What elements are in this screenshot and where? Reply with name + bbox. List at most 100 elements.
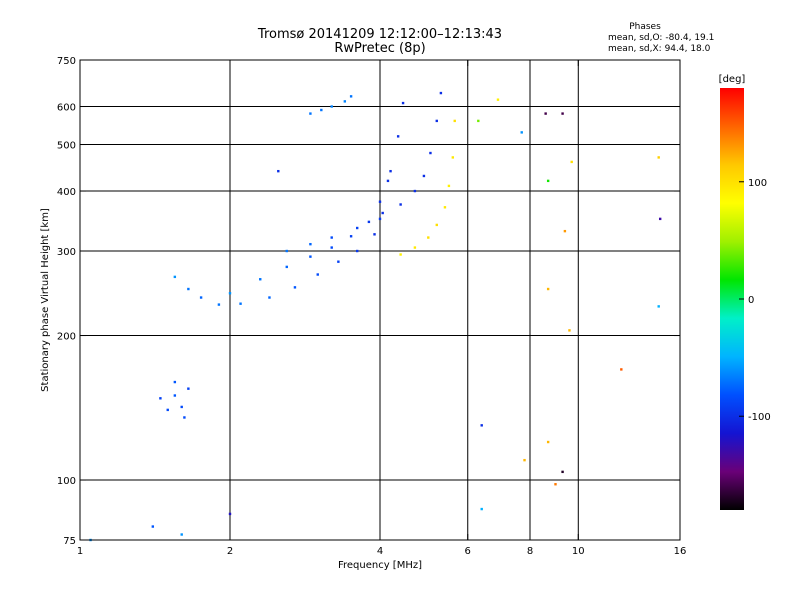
colorbar-tick-label: 0 — [748, 295, 754, 306]
data-point — [544, 112, 547, 115]
data-point — [349, 235, 353, 238]
data-point — [570, 160, 573, 164]
x-tick-label: 10 — [572, 546, 585, 557]
grid-lines — [80, 60, 680, 540]
y-tick-label: 200 — [57, 332, 76, 343]
data-point — [173, 380, 177, 384]
y-tick-label: 400 — [57, 187, 76, 198]
data-point — [451, 156, 455, 159]
data-point — [399, 203, 402, 206]
data-point — [330, 236, 333, 239]
colorbar-ticks: -100 0 100 — [739, 178, 771, 423]
data-point — [389, 169, 392, 173]
x-tick-label: 4 — [377, 546, 383, 557]
x-tick-label: 2 — [227, 546, 233, 557]
data-point — [546, 287, 550, 291]
y-tick-label: 750 — [57, 56, 76, 67]
data-point — [355, 249, 359, 253]
y-tick-label: 500 — [57, 141, 76, 152]
data-point — [443, 206, 447, 209]
x-tick-label: 8 — [527, 546, 533, 557]
data-point — [259, 278, 262, 281]
data-point — [293, 286, 297, 289]
data-point — [435, 119, 438, 123]
data-point — [239, 302, 242, 305]
data-point — [277, 169, 280, 173]
data-point — [183, 416, 186, 419]
data-point — [546, 179, 550, 183]
data-point — [477, 119, 480, 123]
data-point — [330, 246, 333, 249]
data-point — [151, 525, 155, 528]
y-axis-label: Stationary phase Virtual Height [km] — [40, 208, 51, 392]
data-point — [173, 394, 177, 397]
data-point — [523, 458, 526, 462]
data-point — [159, 397, 162, 400]
data-point — [316, 273, 319, 276]
data-point — [453, 119, 456, 123]
phases-x-mode-stats: mean, sd,X: 94.4, 18.0 — [608, 44, 711, 54]
y-tick-label: 75 — [63, 536, 76, 547]
data-point — [166, 408, 169, 412]
colorbar-label: [deg] — [719, 74, 746, 85]
data-point — [386, 179, 390, 183]
data-point — [309, 112, 312, 115]
data-point — [563, 229, 567, 233]
data-point — [180, 533, 183, 536]
colorbar-tick-label: 100 — [748, 178, 767, 189]
data-point — [180, 405, 183, 409]
data-point — [561, 112, 564, 115]
x-tick-label: 1 — [77, 546, 83, 557]
data-point — [173, 275, 177, 279]
data-point — [217, 303, 221, 306]
data-point — [447, 184, 451, 188]
data-point — [378, 217, 382, 221]
data-point — [554, 483, 557, 486]
x-tick-label: 16 — [674, 546, 687, 557]
data-point — [309, 242, 312, 246]
data-point — [480, 507, 483, 511]
x-axis-label: Frequency [MHz] — [338, 560, 422, 571]
chart-subtitle: RwPretec (8p) — [334, 41, 426, 56]
data-point — [228, 292, 232, 295]
data-point — [399, 253, 402, 256]
data-point — [658, 217, 662, 221]
y-tick-label: 100 — [57, 476, 76, 487]
data-point — [309, 255, 312, 258]
data-point — [496, 98, 500, 101]
data-point — [413, 246, 417, 249]
data-point — [285, 265, 288, 269]
data-point — [546, 440, 550, 444]
data-point — [429, 151, 432, 155]
data-point — [422, 174, 426, 178]
data-point — [381, 211, 384, 215]
data-point — [568, 329, 571, 332]
data-point — [285, 249, 288, 253]
data-point — [330, 105, 333, 108]
chart-title: Tromsø 20141209 12:12:00–12:13:43 — [257, 27, 503, 42]
data-point — [657, 156, 660, 159]
data-point — [187, 287, 190, 291]
data-point — [396, 135, 400, 138]
data-point — [349, 95, 353, 98]
data-point — [320, 108, 323, 112]
x-tick-label: 6 — [465, 546, 471, 557]
data-point — [435, 223, 438, 227]
data-point — [520, 131, 523, 134]
phases-o-mode-stats: mean, sd,O: -80.4, 19.1 — [608, 33, 715, 43]
data-point — [199, 296, 203, 299]
colorbar-tick-label: -100 — [748, 412, 771, 423]
y-tick-label: 300 — [57, 247, 76, 258]
data-point — [337, 260, 340, 263]
data-point — [343, 100, 347, 103]
data-point — [401, 101, 405, 105]
data-point — [439, 91, 443, 95]
data-point — [561, 470, 564, 474]
data-point — [268, 296, 271, 299]
phases-title: Phases — [629, 22, 661, 32]
data-points — [89, 91, 662, 542]
data-point — [427, 236, 430, 239]
axis-ticks: 1 2 4 6 8 10 16 75 100 200 300 400 500 600 750 — [57, 56, 686, 557]
data-point — [187, 387, 190, 390]
